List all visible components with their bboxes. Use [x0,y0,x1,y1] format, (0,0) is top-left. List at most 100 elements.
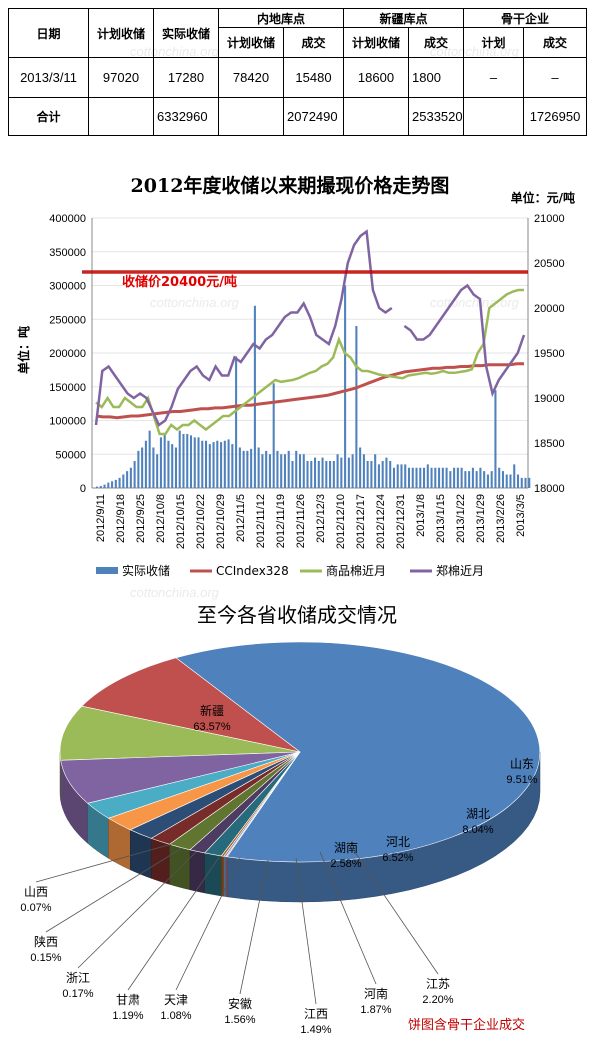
bar-actual-purchase [208,444,211,488]
bar-actual-purchase [178,430,181,488]
line-zhengzhou-cotton [94,229,526,427]
bar-actual-purchase [220,442,223,488]
bar-actual-purchase [505,474,508,488]
pie-leader-line [77,851,197,969]
bar-actual-purchase [137,450,140,488]
bar-actual-purchase [321,457,324,488]
pie-plot: 新疆 63.57% 山东 9.51% 湖北 8.04% 河北 6.52% 湖南 2.58% 江苏 2.… [20,641,541,1036]
cell-xj-plan: 18600 [343,57,409,98]
x-tick-label: 2012/9/11 [95,494,107,542]
bar-actual-purchase [280,454,283,488]
bar-actual-purchase [483,471,486,488]
pie-label-pct: 0.17% [62,988,93,1000]
header-inland: 内地库点 [218,8,344,28]
bar-actual-purchase [332,461,335,488]
y-tick-left: 0 [80,483,86,495]
bar-actual-purchase [377,464,380,488]
bar-actual-purchase [144,440,147,488]
bar-actual-purchase [118,477,121,488]
bar-actual-purchase [227,439,230,488]
price-trend-chart: 2012年度收储以来期撮现价格走势图 单位：元/吨 单位：吨 0 50000 100… [16,174,575,578]
bar-actual-purchase [490,471,493,488]
pie-leader-line [35,843,173,883]
bar-actual-purchase [156,454,159,488]
header-xinjiang: 新疆库点 [343,8,464,28]
bar-actual-purchase [381,461,384,488]
bar-actual-purchase [325,461,328,488]
cell-bb-deal: – [523,57,587,98]
y-tick-left: 250000 [49,314,86,326]
pie-chart-title: 至今各省收储成交情况 [197,603,397,627]
y-tick-right: 19000 [534,393,565,405]
subheader-inland-deal: 成交 [283,27,344,58]
bar-actual-purchase [524,477,527,488]
pie-leader-line [45,847,183,933]
cell-total-xj-deal: 2533520 [408,97,464,136]
bar-actual-purchase [314,457,317,488]
pie-label-name: 江苏 [426,977,450,991]
bar-actual-purchase [295,450,298,488]
bar-actual-purchase [351,454,354,488]
bar-actual-purchase [205,440,208,488]
bar-actual-purchase [430,467,433,488]
bar-actual-purchase [471,467,474,488]
bar-actual-purchase [291,461,294,488]
bar-actual-purchase [434,467,437,488]
x-tick-label: 2013/1/29 [475,494,487,543]
line-commodity-cotton [95,288,524,436]
cell-inland-deal: 15480 [283,57,344,98]
bar-actual-purchase [423,467,426,488]
bar-actual-purchase [400,464,403,488]
bar-actual-purchase [407,467,411,488]
header-plan: 计划收储 [88,8,154,58]
bar-actual-purchase [250,448,253,488]
line-chart-plot: 0 50000 100000 150000 200000 250000 300000 3500… [49,213,564,549]
subheader-bb-deal: 成交 [523,27,587,58]
y-tick-right: 18500 [534,438,565,450]
bar-actual-purchase [298,454,302,488]
bar-actual-purchase [396,464,399,488]
right-unit-label: 单位：元/吨 [511,190,575,205]
bar-actual-purchase [257,447,260,488]
legend-label: 郑棉近月 [436,563,484,578]
x-tick-label: 2012/12/3 [315,494,327,543]
bar-actual-purchase [479,467,482,488]
bar-actual-purchase [317,461,320,488]
pie-label-name: 天津 [164,993,188,1007]
bar-actual-purchase [152,447,155,488]
bar-actual-purchase [276,450,279,488]
bar-actual-purchase [464,471,467,488]
bar-actual-purchase [359,447,362,488]
legend-label: 商品棉近月 [326,563,386,578]
bar-actual-purchase [419,467,422,488]
cell-bb-plan: – [463,57,524,98]
cell-actual: 17280 [153,57,219,98]
x-tick-label: 2013/1/15 [435,494,447,543]
bar-actual-purchase [133,461,136,488]
bar-actual-purchase [513,464,516,488]
bar-actual-purchase [370,461,373,488]
bar-actual-purchase [516,474,520,488]
pie-label-name: 新疆 [200,703,224,718]
bar-actual-purchase [329,461,332,488]
x-tick-label: 2012/10/29 [215,494,227,549]
header-actual: 实际收储 [153,8,219,58]
pie-label-pct: 1.19% [112,1010,143,1022]
pie-side-浙江 [221,855,225,897]
pie-label-name: 湖南 [334,840,358,855]
bar-actual-purchase [456,467,459,488]
line-chart-legend: 实际收储 CCIndex328 商品棉近月 郑棉近月 [96,563,484,578]
pie-side-山西 [225,855,228,898]
bar-actual-purchase [107,482,110,488]
bar-actual-purchase [374,454,377,488]
y-tick-right: 20000 [534,303,565,315]
bar-actual-purchase [197,437,200,488]
cell-date: 2013/3/11 [8,57,89,98]
bar-actual-purchase [201,440,204,488]
pie-leader-line [239,859,269,995]
pie-slice-湖北 [59,705,301,761]
x-tick-label: 2012/12/10 [335,494,347,549]
watermark-5: cottonchina.org [130,585,219,600]
bar-actual-purchase [126,471,129,488]
x-tick-label: 2012/11/5 [235,494,247,542]
